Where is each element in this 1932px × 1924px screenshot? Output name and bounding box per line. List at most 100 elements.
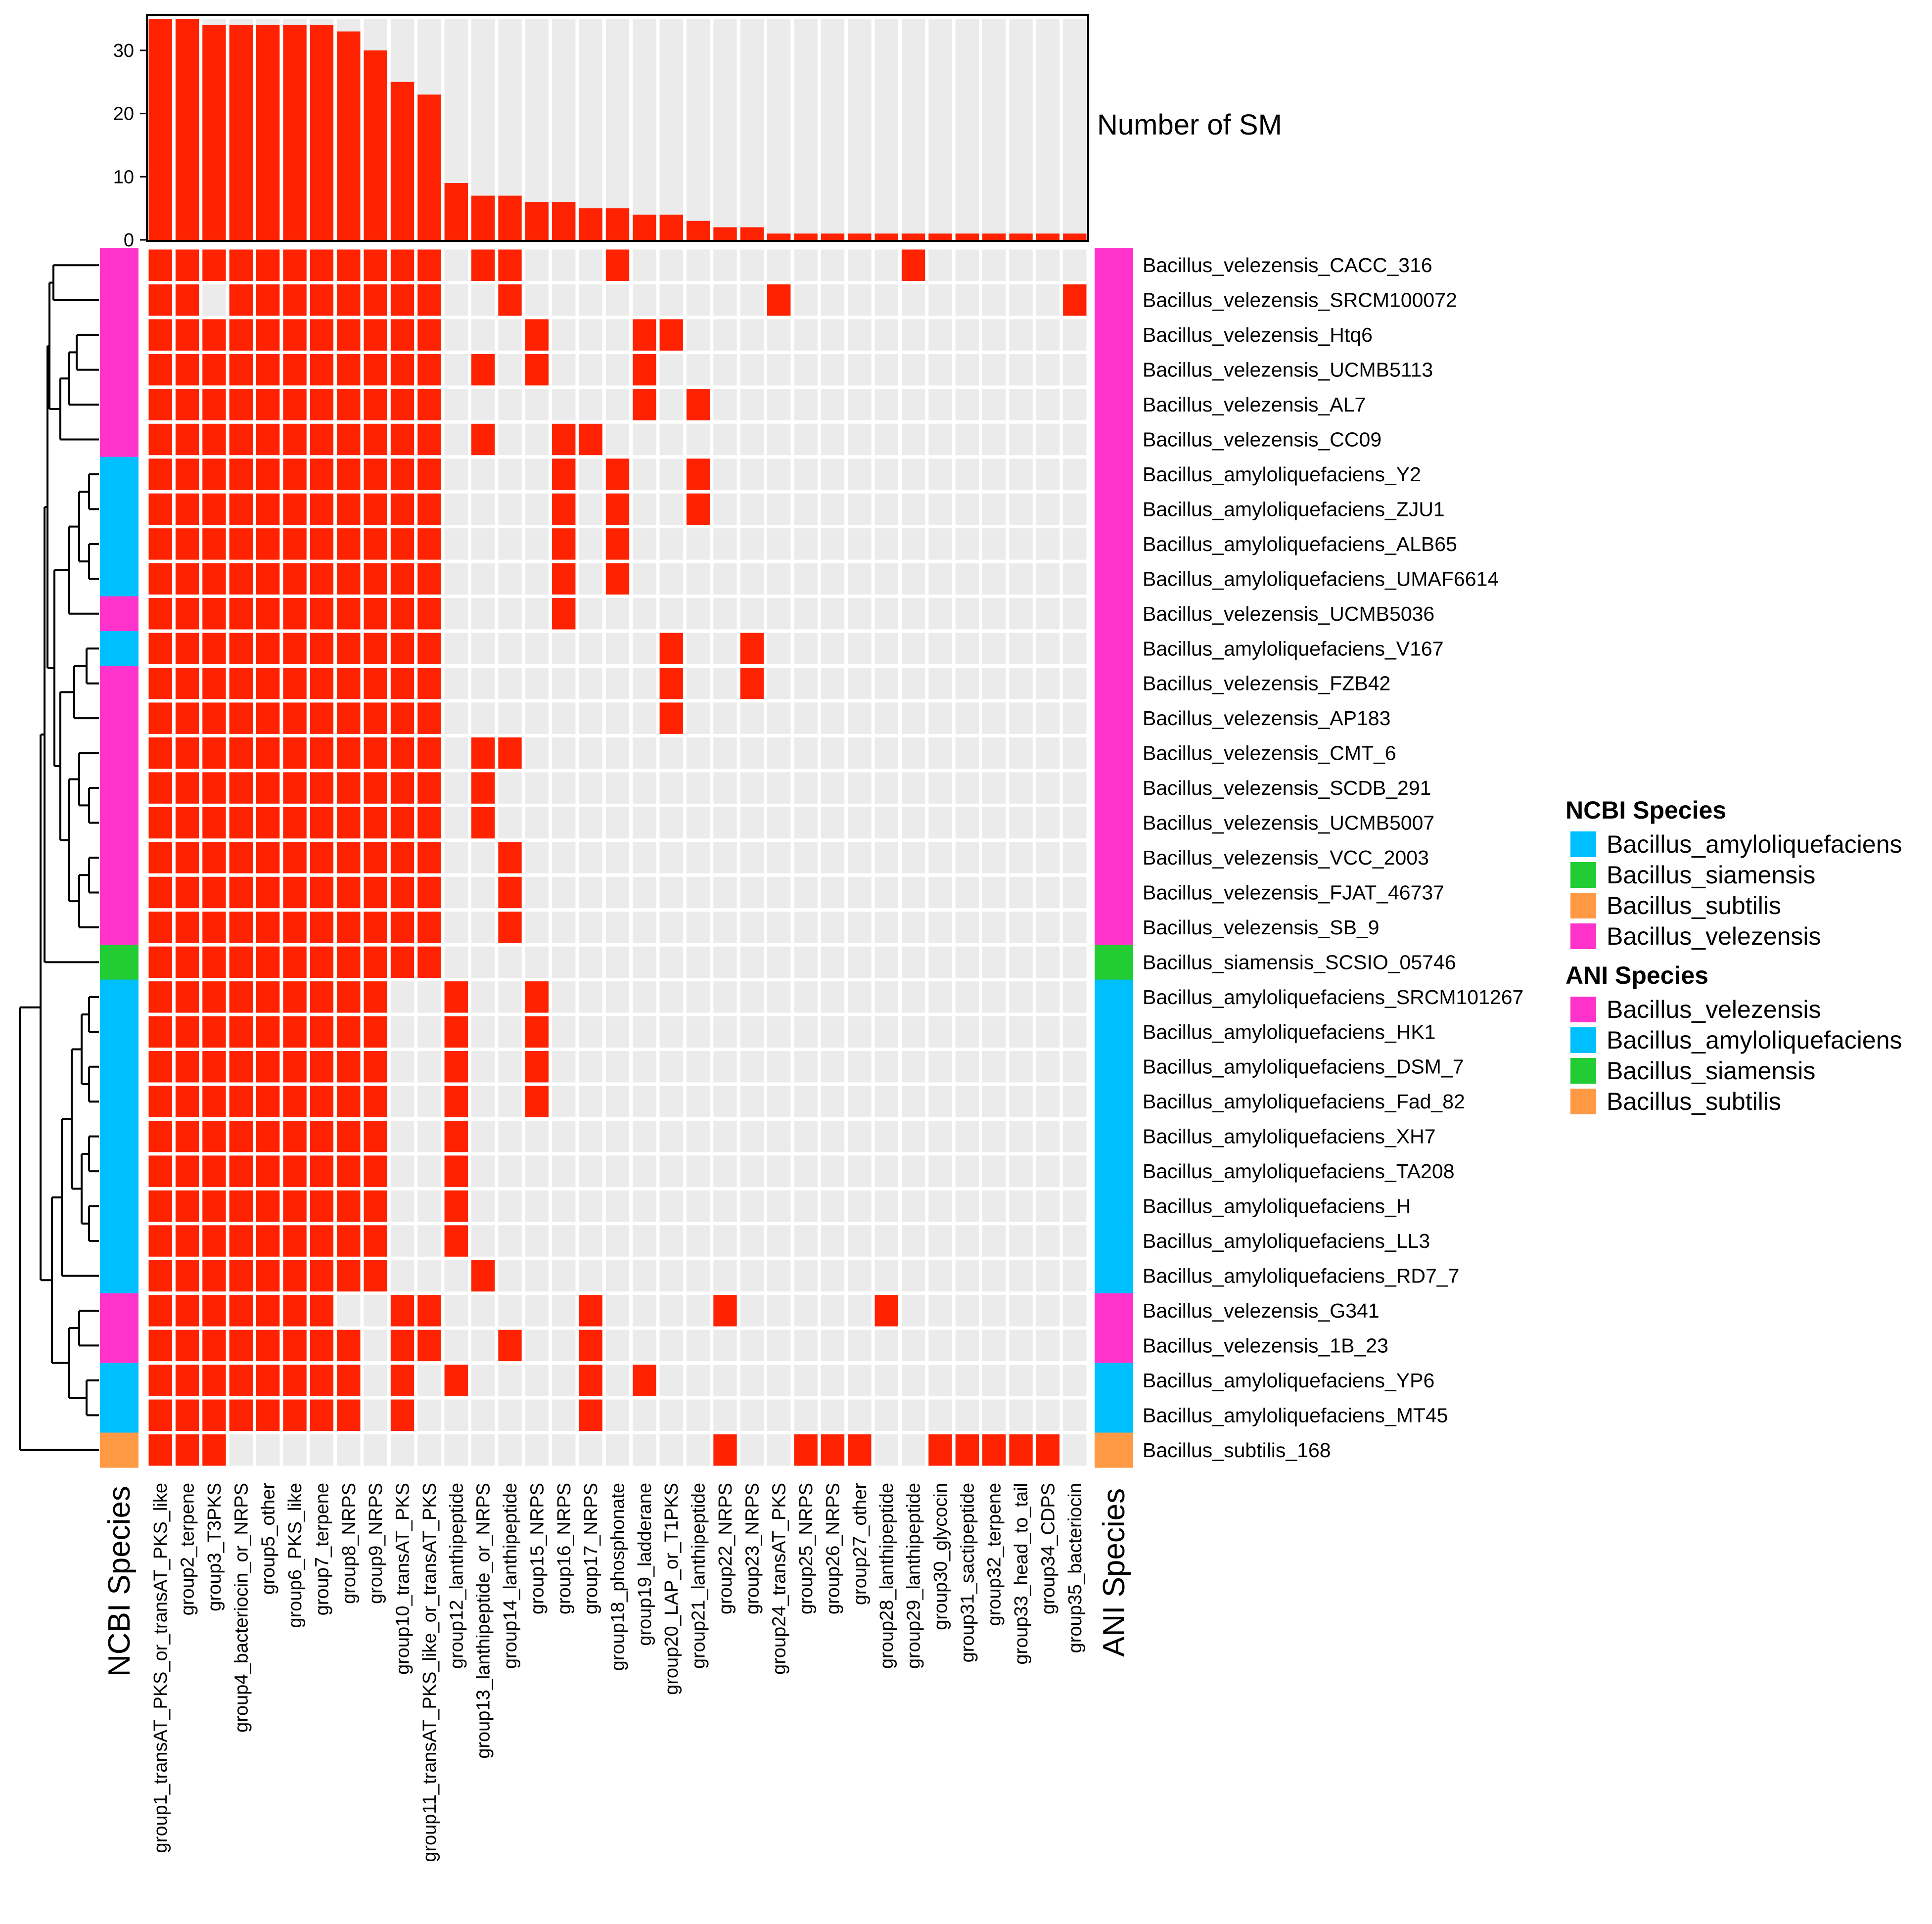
heatmap-cell-absent: [552, 633, 576, 664]
heatmap-cell-present: [417, 284, 441, 316]
heatmap-cell-absent: [1009, 1295, 1033, 1327]
heatmap-cell-absent: [633, 912, 656, 943]
heatmap-cell-absent: [928, 981, 952, 1013]
heatmap-cell-present: [498, 842, 522, 873]
heatmap-cell-absent: [740, 1365, 764, 1396]
heatmap-cell-present: [337, 423, 361, 456]
heatmap-cell-present: [283, 1155, 307, 1187]
heatmap-cell-absent: [982, 1399, 1006, 1431]
heatmap-cell-absent: [713, 667, 737, 699]
heatmap-cell-absent: [928, 912, 952, 943]
heatmap-cell-present: [417, 1295, 441, 1327]
heatmap-cell-absent: [1036, 981, 1060, 1013]
heatmap-cell-absent: [901, 284, 925, 316]
heatmap-cell-present: [740, 633, 764, 664]
heatmap-cell-absent: [579, 912, 602, 943]
heatmap-cell-absent: [767, 528, 791, 560]
bar: [1009, 233, 1033, 240]
heatmap-cell-absent: [874, 423, 898, 456]
heatmap-cell-absent: [794, 1295, 818, 1327]
heatmap-cell-absent: [471, 284, 495, 316]
heatmap-cell-present: [310, 737, 334, 769]
heatmap-cell-absent: [364, 1329, 387, 1362]
heatmap-cell-present: [310, 563, 334, 595]
column-label: group35_bacteriocin: [1065, 1483, 1086, 1653]
heatmap-cell-absent: [767, 493, 791, 525]
row-label: Bacillus_amyloliquefaciens_DSM_7: [1143, 1055, 1464, 1078]
heatmap-cell-absent: [659, 563, 683, 595]
heatmap-cell-present: [364, 493, 387, 525]
heatmap-cell-absent: [552, 737, 576, 769]
heatmap-cell-present: [256, 1365, 280, 1396]
heatmap-cell-absent: [713, 981, 737, 1013]
heatmap-cell-absent: [686, 1190, 710, 1222]
heatmap-cell-absent: [767, 1399, 791, 1431]
heatmap-cell-absent: [821, 493, 845, 525]
bar: [498, 195, 522, 240]
heatmap-cell-present: [175, 458, 199, 490]
heatmap-cell-absent: [794, 423, 818, 456]
heatmap-cell-absent: [767, 1295, 791, 1327]
heatmap-cell-absent: [605, 912, 630, 943]
row-label: Bacillus_amyloliquefaciens_ALB65: [1143, 533, 1457, 555]
heatmap-cell-absent: [982, 1120, 1006, 1152]
heatmap-cell-absent: [928, 702, 952, 734]
heatmap-cell-absent: [982, 563, 1006, 595]
heatmap-cell-absent: [767, 1329, 791, 1362]
heatmap-cell-absent: [1036, 598, 1060, 630]
heatmap-cell-present: [175, 1365, 199, 1396]
heatmap-cell-present: [390, 389, 414, 420]
heatmap-cell-absent: [605, 737, 630, 769]
heatmap-cell-absent: [1063, 249, 1087, 281]
heatmap-cell-absent: [874, 842, 898, 873]
ncbi-species-cell: [100, 1119, 138, 1154]
heatmap-cell-present: [310, 1260, 334, 1292]
heatmap-cell-absent: [525, 1155, 549, 1187]
heatmap-cell-absent: [848, 1329, 872, 1362]
heatmap-cell-present: [310, 1329, 334, 1362]
heatmap-cell-absent: [552, 946, 576, 978]
ani-species-cell: [1095, 457, 1133, 492]
heatmap-cell-absent: [498, 1120, 522, 1152]
heatmap-cell-present: [202, 981, 226, 1013]
heatmap-cell-present: [390, 772, 414, 804]
heatmap-cell-present: [148, 1155, 172, 1187]
heatmap-cell-present: [310, 1365, 334, 1396]
heatmap-cell-present: [283, 1399, 307, 1431]
heatmap-cell-present: [175, 354, 199, 386]
heatmap-cell-absent: [955, 1329, 979, 1362]
heatmap-cell-present: [283, 1260, 307, 1292]
heatmap-cell-absent: [1009, 319, 1033, 351]
heatmap-cell-absent: [498, 1190, 522, 1222]
heatmap-cell-absent: [713, 1086, 737, 1117]
heatmap-cell-present: [229, 1016, 253, 1048]
heatmap-cell-absent: [605, 946, 630, 978]
heatmap-cell-absent: [821, 423, 845, 456]
ncbi-species-cell: [100, 631, 138, 667]
heatmap-cell-absent: [901, 1120, 925, 1152]
heatmap-cell-absent: [821, 1051, 845, 1083]
heatmap-cell-present: [633, 354, 656, 386]
heatmap-cell-absent: [686, 737, 710, 769]
heatmap-cell-present: [579, 423, 602, 456]
ani-species-cell: [1095, 387, 1133, 422]
heatmap-grid: [148, 249, 1087, 1466]
bar: [874, 233, 898, 240]
heatmap-cell-absent: [633, 876, 656, 909]
heatmap-cell-present: [633, 389, 656, 420]
heatmap-cell-absent: [659, 1295, 683, 1327]
heatmap-cell-absent: [1063, 1225, 1087, 1257]
heatmap-cell-present: [175, 1225, 199, 1257]
heatmap-cell-present: [310, 1190, 334, 1222]
heatmap-cell-absent: [794, 1190, 818, 1222]
bar: [148, 19, 172, 240]
bar: [364, 50, 387, 240]
heatmap-cell-absent: [498, 807, 522, 839]
heatmap-cell-absent: [821, 389, 845, 420]
heatmap-cell-present: [175, 1086, 199, 1117]
ncbi-species-cell: [100, 492, 138, 527]
heatmap-cell-present: [229, 598, 253, 630]
heatmap-cell-absent: [1009, 1225, 1033, 1257]
y-tick-label: 10: [113, 167, 134, 187]
row-label: Bacillus_amyloliquefaciens_TA208: [1143, 1160, 1455, 1183]
